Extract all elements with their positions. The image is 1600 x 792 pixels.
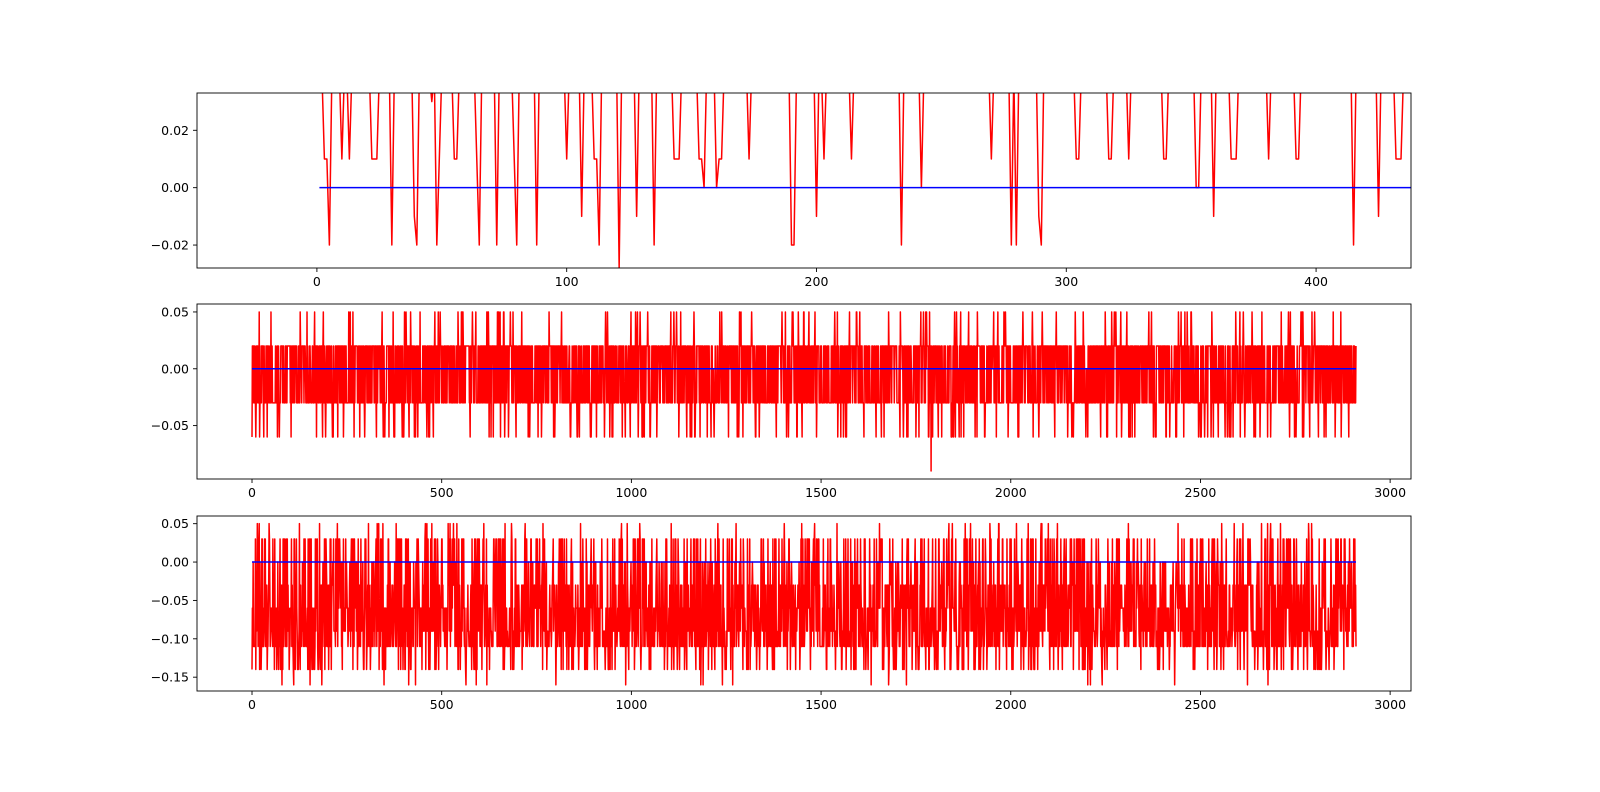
y-tick-label: −0.05 — [151, 418, 189, 433]
y-tick-label: −0.10 — [151, 631, 189, 646]
y-tick-label: 0.05 — [161, 516, 189, 531]
x-tick-label: 400 — [1304, 274, 1328, 289]
y-tick-label: 0.00 — [161, 361, 189, 376]
x-tick-label: 1500 — [805, 485, 837, 500]
x-tick-label: 3000 — [1374, 697, 1406, 712]
x-tick-label: 500 — [430, 485, 454, 500]
x-tick-label: 0 — [248, 697, 256, 712]
plot-area — [251, 522, 1357, 686]
x-tick-label: 2500 — [1185, 485, 1217, 500]
plot-area — [251, 311, 1357, 472]
y-tick-label: 0.05 — [161, 304, 189, 319]
y-tick-label: −0.02 — [151, 238, 189, 253]
signal-line — [251, 311, 1357, 472]
y-tick-label: −0.05 — [151, 593, 189, 608]
x-tick-label: 1000 — [615, 485, 647, 500]
x-tick-label: 300 — [1054, 274, 1078, 289]
subplot-bottom: 0 500 1000 1500 2000 2500 3000 −0.15 −0.10 −0.05 0… — [151, 515, 1412, 712]
axes-frame — [196, 92, 1412, 269]
x-tick-label: 200 — [805, 274, 829, 289]
x-tick-label: 0 — [248, 485, 256, 500]
subplot-top: 0 100 200 300 400 −0.02 0.00 0.02 — [151, 92, 1412, 289]
y-tick-label: 0.00 — [161, 180, 189, 195]
y-tick-label: 0.02 — [161, 123, 189, 138]
axes-frame — [196, 303, 1412, 480]
x-tick-label: 2000 — [995, 697, 1027, 712]
x-tick-label: 2500 — [1185, 697, 1217, 712]
x-tick-label: 100 — [555, 274, 579, 289]
x-tick-label: 500 — [430, 697, 454, 712]
x-tick-label: 0 — [313, 274, 321, 289]
x-tick-label: 1500 — [805, 697, 837, 712]
y-tick-label: −0.15 — [151, 670, 189, 685]
y-tick-label: 0.00 — [161, 555, 189, 570]
x-tick-label: 2000 — [995, 485, 1027, 500]
subplot-middle: 0 500 1000 1500 2000 2500 3000 −0.05 0.00 0.05 — [151, 303, 1412, 500]
plot-area — [319, 93, 1411, 268]
axes-frame — [196, 515, 1412, 692]
x-tick-label: 1000 — [615, 697, 647, 712]
signal-line — [251, 522, 1357, 686]
x-tick-label: 3000 — [1374, 485, 1406, 500]
